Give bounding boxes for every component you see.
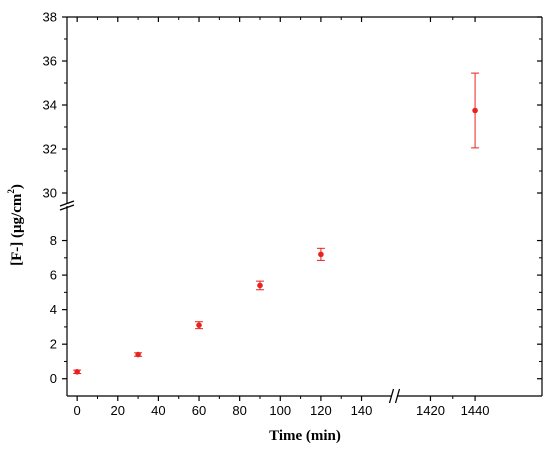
- plot-frame: [66, 16, 543, 397]
- y-tick-label: 30: [43, 186, 57, 201]
- data-point: [135, 351, 141, 358]
- x-tick-label: 80: [232, 403, 246, 418]
- data-point-group: [255, 280, 264, 291]
- data-point-group: [73, 369, 82, 375]
- data-point: [74, 369, 80, 375]
- x-tick-label: 1440: [461, 403, 490, 418]
- y-tick-label: 8: [50, 233, 57, 248]
- y-break-mark: [59, 200, 75, 207]
- data-point: [257, 282, 263, 289]
- y-axis-title: [F-] (μg/cm: [9, 193, 25, 266]
- data-point-group: [134, 351, 143, 358]
- x-tick-label: 140: [351, 403, 373, 418]
- y-tick-label: 34: [43, 98, 57, 113]
- x-tick-label: 100: [269, 403, 291, 418]
- data-point-group: [471, 72, 480, 149]
- x-tick-label: 1420: [416, 403, 445, 418]
- axis-breaks: [59, 200, 401, 404]
- data-point: [472, 107, 478, 114]
- x-tick-label: 40: [151, 403, 165, 418]
- y-tick-label: 6: [50, 268, 57, 283]
- data-point-group: [316, 247, 325, 261]
- y-axis-title-close: ): [9, 184, 25, 189]
- x-axis: 0 20 40 60 80 100 120 140 1420 1440: [74, 17, 490, 418]
- x-tick-label: 20: [111, 403, 125, 418]
- x-break-mark: [388, 388, 395, 404]
- data-point-group: [195, 321, 204, 330]
- y-tick-label: 38: [43, 10, 57, 25]
- x-break-mark: [394, 388, 401, 404]
- y-axis-title-group: [F-] (μg/cm2): [6, 184, 25, 266]
- y-tick-label: 32: [43, 142, 57, 157]
- x-tick-label: 60: [192, 403, 206, 418]
- data-series: [73, 72, 480, 375]
- y-tick-label: 36: [43, 54, 57, 69]
- svg-text:[F-] (μg/cm2): [F-] (μg/cm2): [6, 184, 25, 266]
- y-tick-label: 0: [50, 371, 57, 386]
- y-tick-label: 4: [50, 302, 57, 317]
- x-axis-title: Time (min): [269, 428, 341, 444]
- y-axis-title-superscript: 2: [6, 189, 16, 194]
- data-point: [196, 322, 202, 328]
- x-tick-label: 120: [310, 403, 332, 418]
- y-tick-label: 2: [50, 337, 57, 352]
- x-tick-label: 0: [74, 403, 81, 418]
- y-axis: 0 2 4 6 8 30 32 34 36 38: [43, 10, 542, 386]
- data-point: [318, 251, 324, 258]
- y-break-mark: [59, 204, 75, 211]
